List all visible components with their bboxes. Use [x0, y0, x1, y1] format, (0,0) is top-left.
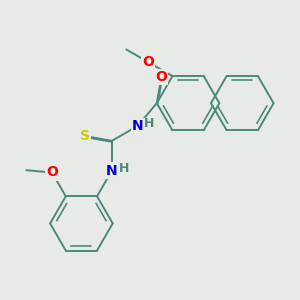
Text: O: O [46, 166, 58, 179]
Text: N: N [106, 164, 118, 178]
Text: O: O [155, 70, 167, 84]
Text: N: N [132, 119, 143, 133]
Text: H: H [144, 117, 155, 130]
Text: H: H [118, 162, 129, 175]
Text: S: S [80, 129, 90, 143]
Text: O: O [142, 55, 154, 69]
